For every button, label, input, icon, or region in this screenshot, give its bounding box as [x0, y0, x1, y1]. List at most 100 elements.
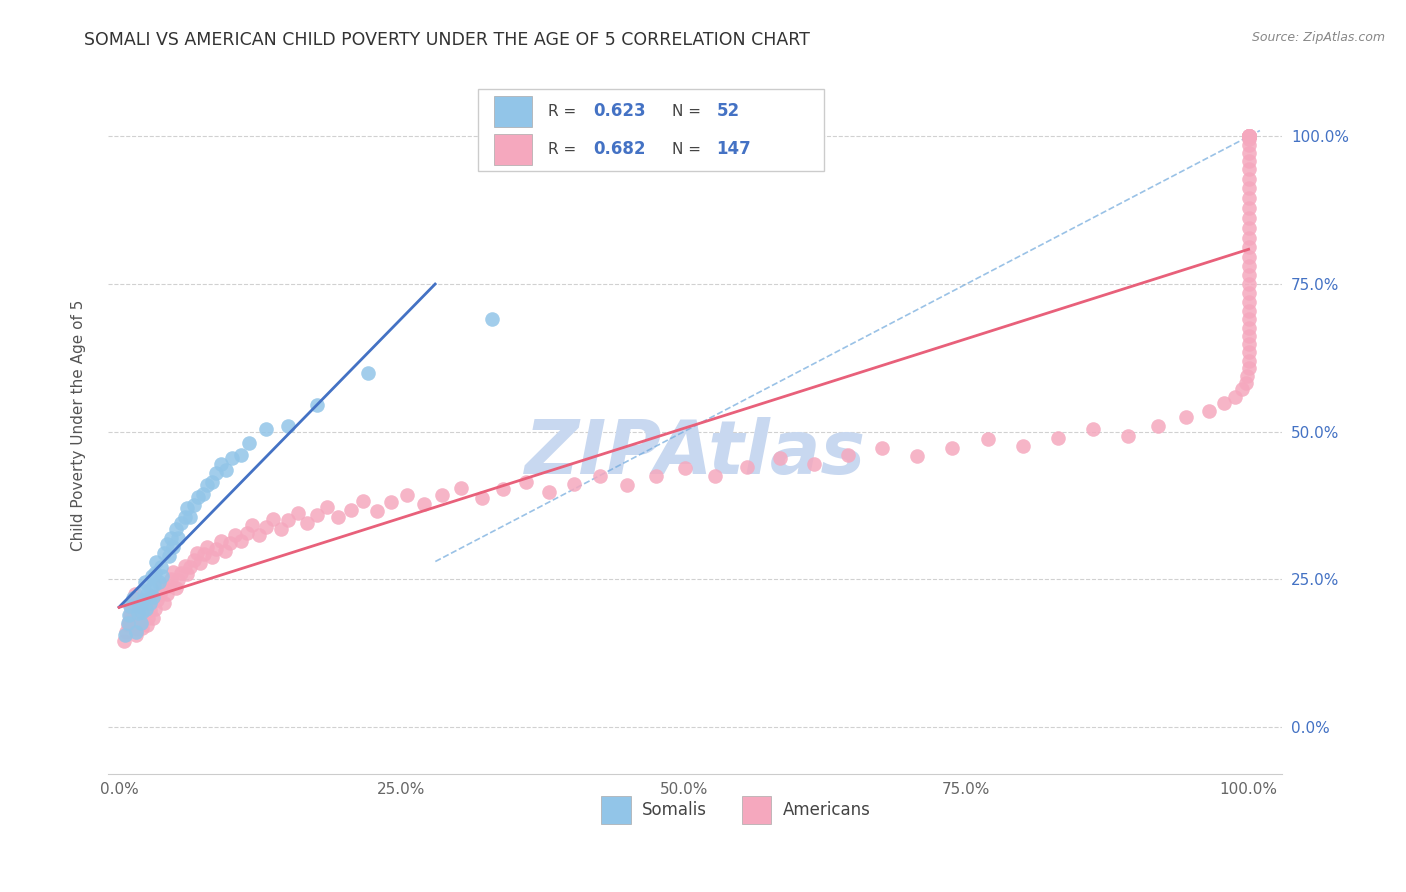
Point	[201, 549, 224, 564]
Point	[287, 506, 309, 520]
Point	[1237, 138, 1260, 153]
Point	[139, 596, 162, 610]
Point	[735, 460, 758, 475]
Point	[1198, 404, 1220, 418]
Point	[1237, 129, 1260, 144]
Point	[515, 475, 537, 489]
Point	[1212, 396, 1234, 410]
Point	[209, 533, 232, 548]
Point	[254, 520, 277, 534]
Point	[229, 533, 252, 548]
Point	[1081, 422, 1104, 436]
Point	[481, 312, 503, 326]
Text: R =: R =	[548, 104, 582, 119]
Point	[142, 590, 165, 604]
Point	[155, 587, 177, 601]
Point	[769, 451, 792, 466]
Point	[173, 510, 195, 524]
Point	[492, 483, 515, 497]
Point	[1237, 129, 1260, 144]
Point	[1237, 260, 1260, 274]
Point	[121, 601, 143, 615]
Point	[129, 616, 152, 631]
Point	[124, 587, 146, 601]
Text: Somalis: Somalis	[643, 801, 707, 819]
Point	[538, 484, 561, 499]
Point	[166, 574, 188, 588]
Point	[186, 546, 208, 560]
Point	[114, 628, 136, 642]
Point	[1236, 368, 1258, 383]
Text: Source: ZipAtlas.com: Source: ZipAtlas.com	[1251, 31, 1385, 45]
Point	[1237, 129, 1260, 144]
Point	[139, 581, 162, 595]
Point	[1237, 353, 1260, 368]
Point	[1237, 231, 1260, 245]
Point	[187, 490, 209, 504]
Point	[131, 621, 153, 635]
Point	[1237, 240, 1260, 254]
Point	[176, 501, 198, 516]
Point	[117, 616, 139, 631]
FancyBboxPatch shape	[495, 134, 531, 165]
Point	[127, 623, 149, 637]
Point	[214, 544, 236, 558]
Point	[148, 575, 170, 590]
Point	[380, 495, 402, 509]
Point	[127, 615, 149, 629]
Text: 52: 52	[716, 103, 740, 120]
Point	[1175, 409, 1198, 424]
Point	[160, 572, 183, 586]
Point	[1237, 129, 1260, 144]
Point	[150, 569, 173, 583]
Point	[165, 522, 187, 536]
Point	[1237, 221, 1260, 235]
Point	[125, 625, 148, 640]
Point	[1230, 382, 1253, 396]
Point	[1237, 312, 1260, 326]
Text: N =: N =	[672, 104, 706, 119]
Point	[270, 522, 292, 536]
Point	[170, 516, 193, 530]
Point	[138, 596, 160, 610]
Point	[1116, 429, 1139, 443]
Point	[1237, 161, 1260, 176]
FancyBboxPatch shape	[742, 797, 772, 824]
Point	[1237, 294, 1260, 309]
Point	[134, 575, 156, 590]
Point	[837, 448, 859, 462]
Point	[132, 612, 155, 626]
Point	[136, 618, 159, 632]
Point	[339, 502, 361, 516]
Point	[1237, 251, 1260, 265]
Point	[870, 441, 893, 455]
Point	[131, 605, 153, 619]
Point	[118, 607, 141, 622]
Point	[1237, 132, 1260, 146]
FancyBboxPatch shape	[602, 797, 630, 824]
Text: ZIPAtlas: ZIPAtlas	[524, 417, 866, 490]
Text: 0.682: 0.682	[593, 140, 645, 158]
Point	[118, 614, 141, 628]
Point	[201, 475, 224, 489]
Point	[1237, 129, 1260, 144]
Point	[305, 508, 328, 523]
Point	[120, 599, 142, 613]
Point	[1237, 129, 1260, 144]
Point	[1237, 268, 1260, 283]
Text: 0.623: 0.623	[593, 103, 645, 120]
Point	[562, 476, 585, 491]
Point	[122, 591, 145, 606]
Point	[1237, 129, 1260, 144]
Point	[183, 553, 205, 567]
Point	[704, 469, 727, 483]
Point	[117, 618, 139, 632]
Point	[141, 569, 163, 583]
Point	[179, 510, 201, 524]
Point	[135, 601, 157, 615]
Point	[1237, 181, 1260, 195]
Point	[1237, 191, 1260, 205]
Point	[1237, 129, 1260, 144]
Point	[1147, 418, 1170, 433]
Point	[132, 584, 155, 599]
